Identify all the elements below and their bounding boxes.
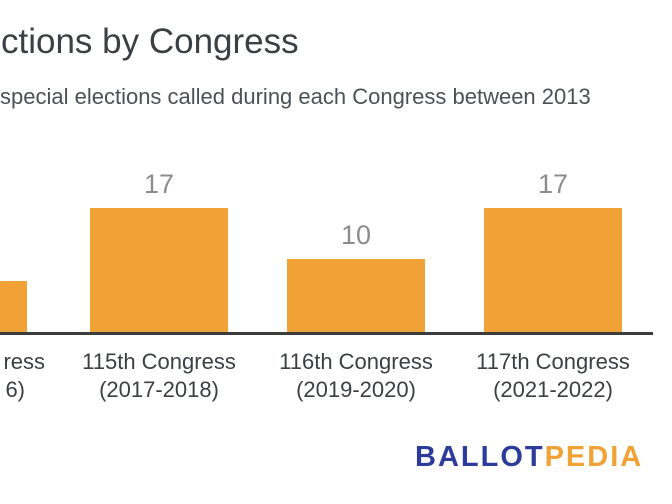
- bar-category-label-line1: ress: [3, 349, 45, 374]
- chart-title: ctions by Congress: [1, 22, 299, 61]
- bar-category-label-line1: 117th Congress: [476, 349, 630, 374]
- bar-category-label-line1: 116th Congress: [279, 349, 433, 374]
- bar-category-label-line2: 6): [5, 377, 25, 402]
- logo-text-ballot: BALLOT: [415, 441, 545, 473]
- bar-category-label-line2: (2019-2020): [296, 377, 416, 402]
- bar-category-label: 117th Congress (2021-2022): [453, 348, 653, 404]
- bar-value-label: 17: [143, 169, 175, 199]
- plot-area: ress 6) 17 115th Congress (2017-2018) 10 116th…: [0, 169, 653, 404]
- bar: [0, 281, 27, 332]
- bar: [484, 208, 622, 332]
- logo-text-pedia: PEDIA: [544, 441, 644, 473]
- bar-category-label-line2: (2021-2022): [493, 377, 613, 402]
- bar: [90, 208, 228, 332]
- chart-subtitle: special elections called during each Con…: [0, 84, 591, 109]
- bar: [287, 259, 425, 332]
- x-axis-baseline: [0, 332, 653, 335]
- bar-category-label-line1: 115th Congress: [82, 349, 236, 374]
- ballotpedia-logo: BALLOTPEDIA: [415, 442, 643, 472]
- bar-category-label-line2: (2017-2018): [99, 377, 219, 402]
- bar-value-label: 10: [340, 220, 372, 250]
- bar-category-label: 116th Congress (2019-2020): [256, 348, 456, 404]
- bar-value-label: 17: [537, 169, 569, 199]
- bar-category-label: 115th Congress (2017-2018): [59, 348, 259, 404]
